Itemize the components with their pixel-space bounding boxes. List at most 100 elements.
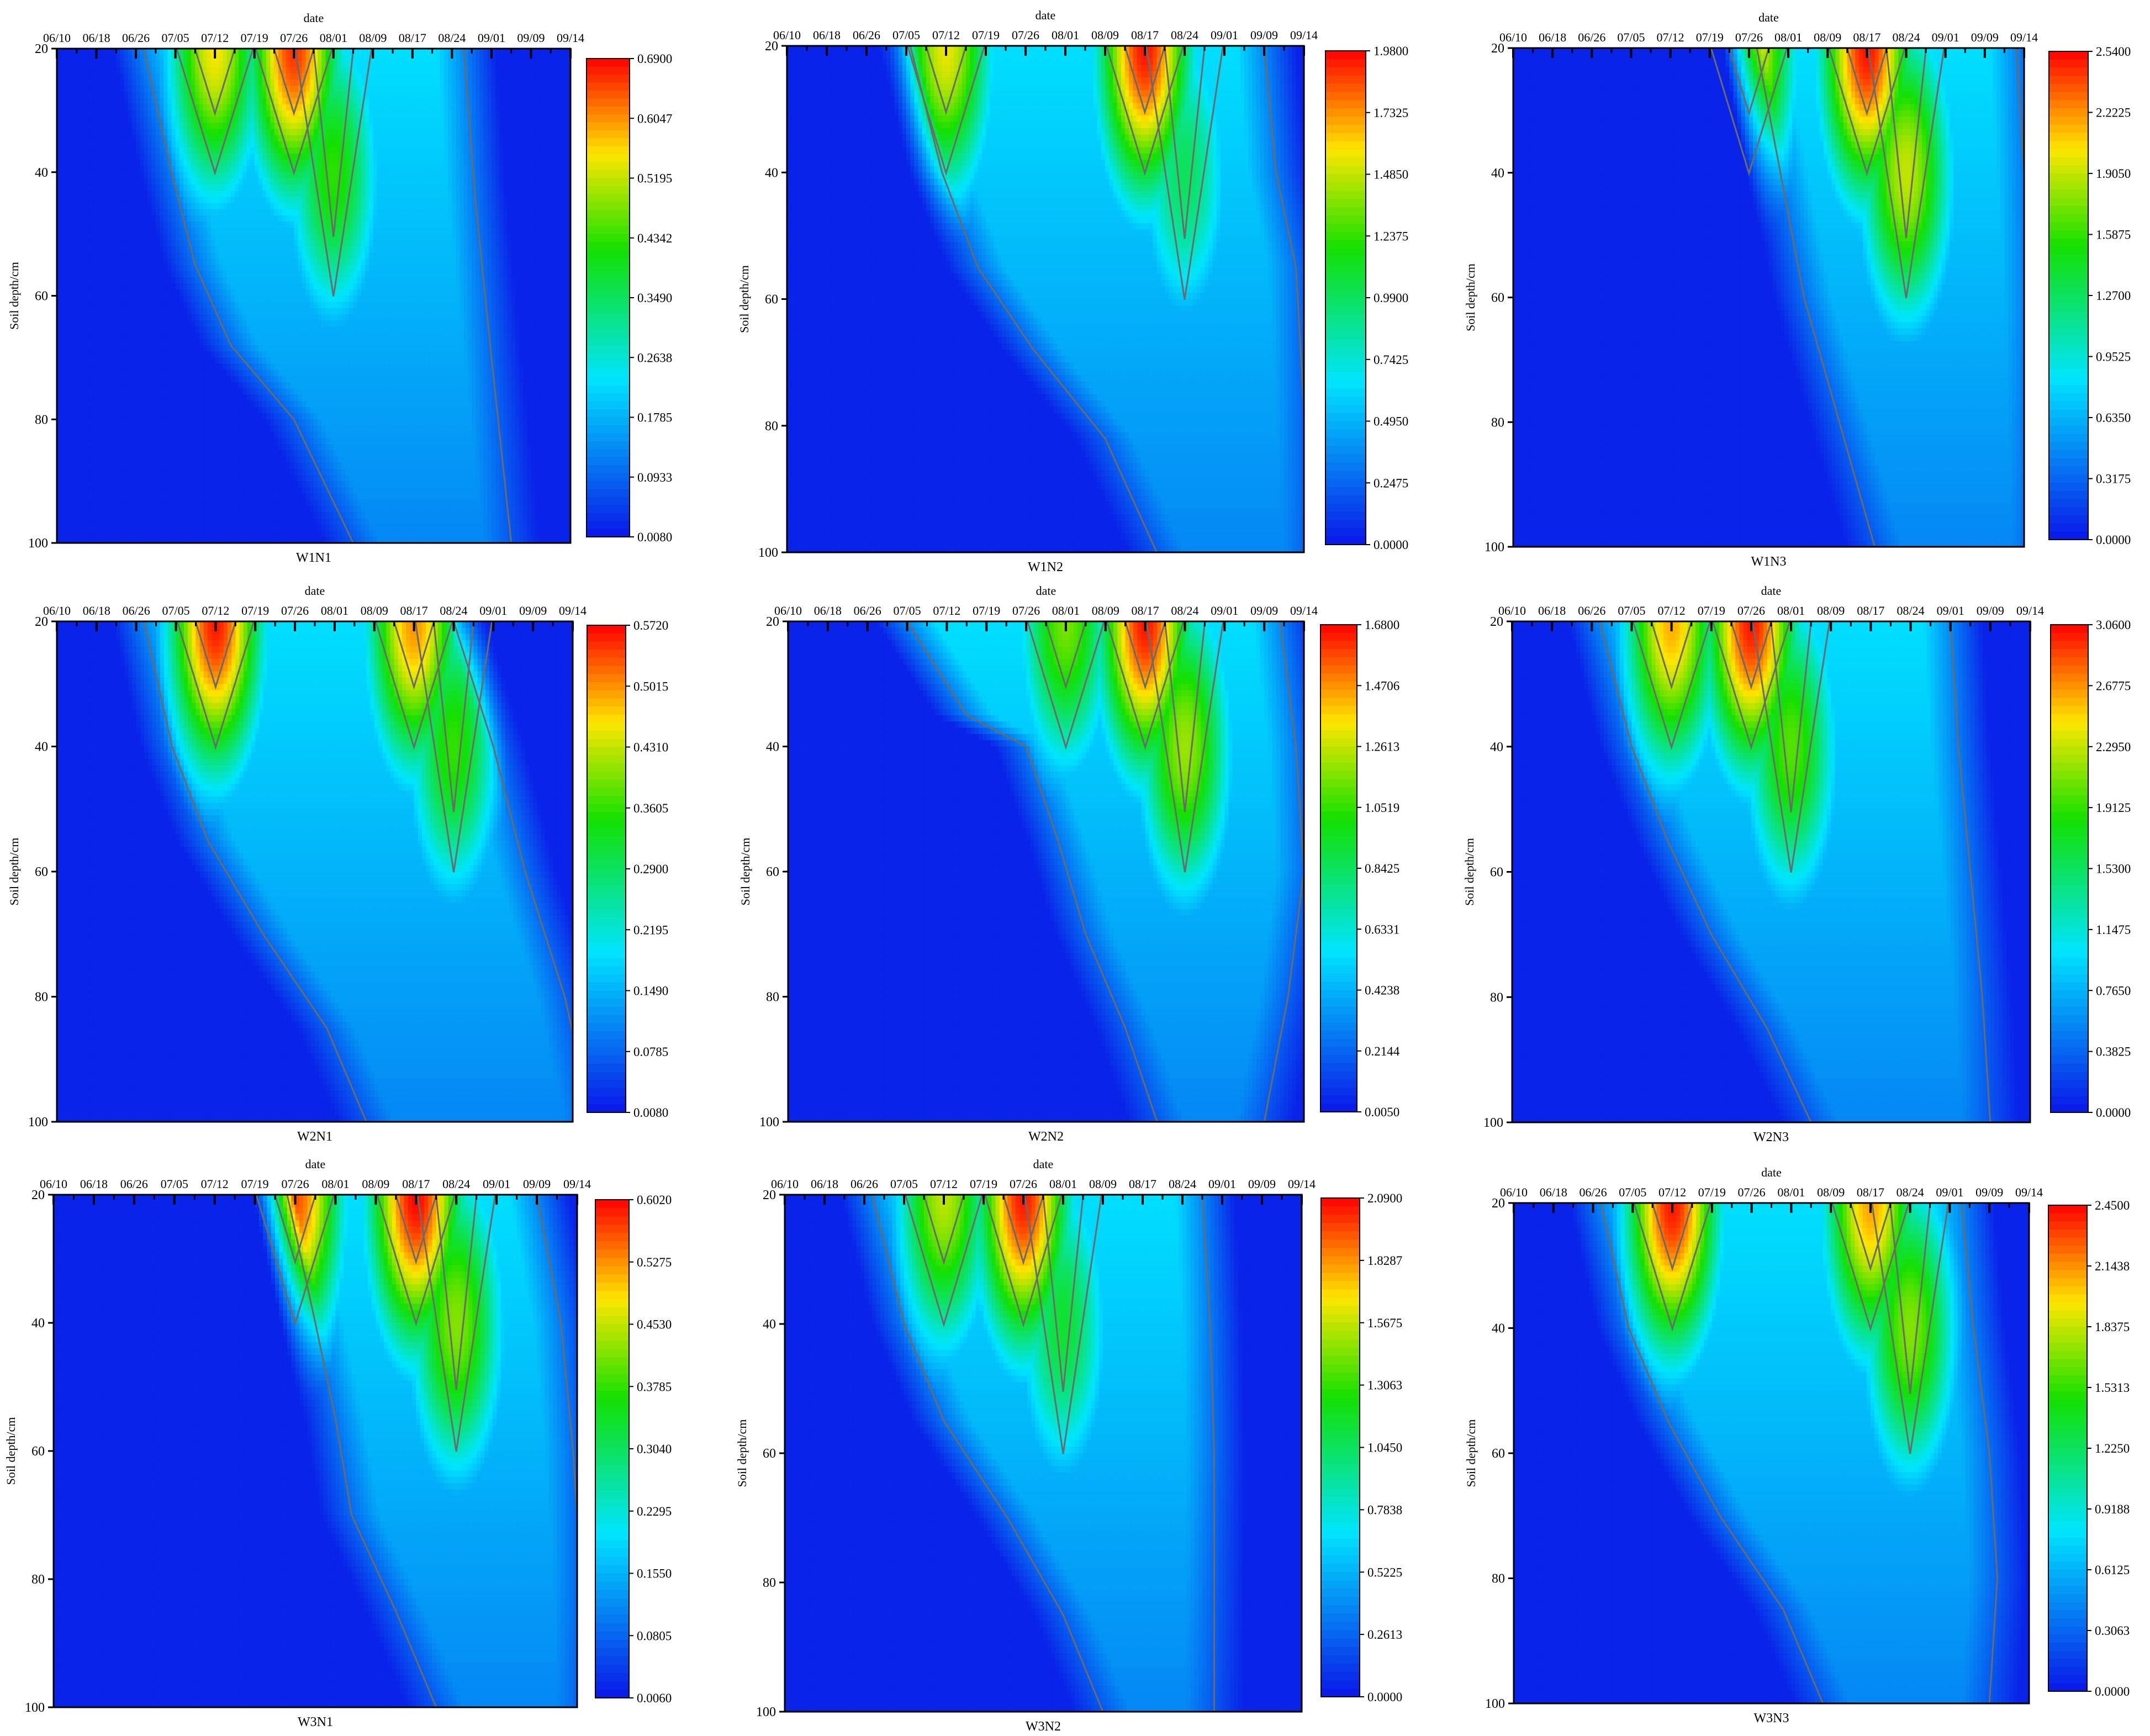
colorbar-segment <box>2051 950 2088 959</box>
y-axis-title: Soil depth/cm <box>7 262 21 330</box>
colorbar-label: 0.3785 <box>637 1380 672 1394</box>
colorbar-segment <box>2048 1489 2087 1497</box>
colorbar-segment <box>1321 1397 1360 1406</box>
colorbar-segment <box>587 82 630 91</box>
colorbar-segment <box>1320 1006 1357 1015</box>
colorbar-segment <box>587 393 630 402</box>
x-axis-title: date <box>1036 8 1056 22</box>
colorbar-segment <box>587 983 626 991</box>
colorbar-segment <box>587 1104 626 1113</box>
colorbar-segment <box>2049 189 2088 198</box>
colorbar-segment <box>587 974 626 983</box>
colorbar-segment <box>1321 1422 1360 1431</box>
colorbar-segment <box>1320 811 1357 820</box>
x-tick-label: 09/09 <box>1250 604 1278 618</box>
y-tick-label: 60 <box>35 865 48 879</box>
colorbar-segment <box>1321 1564 1360 1573</box>
panel-w2n2: 06/10 06/18 06/26 07/05 07/12 07/19 07/26 08/01… <box>729 574 1445 1149</box>
colorbar-segment <box>587 305 630 314</box>
colorbar-segment <box>2048 1278 2087 1286</box>
colorbar-segment <box>1325 380 1366 389</box>
colorbar-label: 0.0000 <box>2096 1106 2131 1120</box>
x-axis-title: date <box>1033 1157 1054 1171</box>
colorbar-segment <box>1320 828 1357 837</box>
colorbar-segment <box>2048 1602 2087 1611</box>
colorbar-segment <box>1321 1631 1360 1639</box>
colorbar-segment <box>587 999 626 1007</box>
x-tick-label: 09/14 <box>1290 604 1318 618</box>
colorbar-segment <box>2051 1015 2088 1023</box>
colorbar-segment <box>2048 1618 2087 1627</box>
x-tick-label: 08/09 <box>1814 30 1841 44</box>
colorbar-segment <box>587 779 626 788</box>
colorbar-segment <box>587 1040 626 1048</box>
colorbar-segment <box>1320 1072 1357 1080</box>
colorbar-segment <box>2049 157 2088 166</box>
colorbar-segment <box>2048 1335 2087 1343</box>
colorbar-segment <box>587 98 630 107</box>
colorbar-segment <box>2049 434 2088 442</box>
colorbar-segment <box>587 666 626 675</box>
x-tick-label: 07/05 <box>892 28 920 42</box>
colorbar-segment <box>1320 633 1357 642</box>
colorbar-segment <box>587 625 626 634</box>
panel-title: W2N2 <box>1028 1130 1064 1144</box>
colorbar-segment <box>595 1391 629 1400</box>
colorbar-segment <box>1325 323 1366 331</box>
x-tick-label: 07/12 <box>1658 604 1686 618</box>
colorbar-segment <box>2051 795 2088 804</box>
x-tick-label: 08/24 <box>438 31 466 45</box>
colorbar-segment <box>2048 1610 2087 1618</box>
panel-w2n3: 06/10 06/18 06/26 07/05 07/12 07/19 07/26 08/01… <box>1458 574 2150 1149</box>
x-tick-label: 07/12 <box>933 604 960 618</box>
x-tick-label: 08/17 <box>399 31 426 45</box>
colorbar-segment <box>2051 666 2088 674</box>
colorbar-label: 0.3040 <box>637 1442 672 1456</box>
colorbar-segment <box>587 1056 626 1064</box>
colorbar-segment <box>595 1507 629 1516</box>
colorbar-segment <box>587 250 630 258</box>
colorbar-segment <box>2049 466 2088 475</box>
colorbar-segment <box>1320 925 1357 934</box>
colorbar-segment <box>587 418 630 426</box>
colorbar-segment <box>587 457 630 466</box>
colorbar-segment <box>2049 385 2088 394</box>
colorbar-segment <box>587 853 626 862</box>
colorbar-segment <box>2051 877 2088 885</box>
x-tick-label: 06/26 <box>851 1177 878 1191</box>
colorbar-segment <box>1320 682 1357 690</box>
colorbar-segment <box>2051 706 2088 715</box>
colorbar-segment <box>587 731 626 740</box>
panel-title: W2N1 <box>297 1130 332 1144</box>
colorbar-segment <box>1320 625 1357 634</box>
colorbar-segment <box>587 682 626 691</box>
colorbar-segment <box>1321 1448 1360 1457</box>
colorbar-segment <box>1320 974 1357 983</box>
colorbar-segment <box>587 1007 626 1016</box>
colorbar-label: 0.5195 <box>637 172 672 186</box>
y-tick-label: 60 <box>766 865 779 879</box>
x-tick-label: 06/26 <box>1579 1185 1607 1199</box>
colorbar-segment <box>1321 1539 1360 1548</box>
colorbar-segment <box>595 1590 629 1599</box>
colorbar-segment <box>2049 442 2088 451</box>
w2n2-svg: 06/10 06/18 06/26 07/05 07/12 07/19 07/26 08/01… <box>729 574 1445 1149</box>
x-tick-label: 07/05 <box>162 31 189 45</box>
colorbar-segment <box>595 1325 629 1333</box>
colorbar-segment <box>587 298 630 306</box>
colorbar-segment <box>2051 901 2088 910</box>
x-tick-label: 07/19 <box>973 604 1000 618</box>
colorbar-label: 0.4950 <box>1374 415 1408 429</box>
colorbar-segment <box>2051 625 2088 634</box>
colorbar-segment <box>2048 1254 2087 1262</box>
x-tick-label: 06/18 <box>83 604 110 618</box>
colorbar-segment <box>1320 844 1357 853</box>
colorbar-segment <box>587 1072 626 1081</box>
colorbar-label: 0.1785 <box>637 411 672 425</box>
colorbar-label: 1.6800 <box>1365 618 1399 632</box>
colorbar-segment <box>1320 877 1357 885</box>
colorbar-segment <box>2049 328 2088 337</box>
x-tick-label: 09/14 <box>1290 28 1318 42</box>
colorbar-segment <box>1325 388 1366 397</box>
colorbar-segment <box>587 901 626 910</box>
